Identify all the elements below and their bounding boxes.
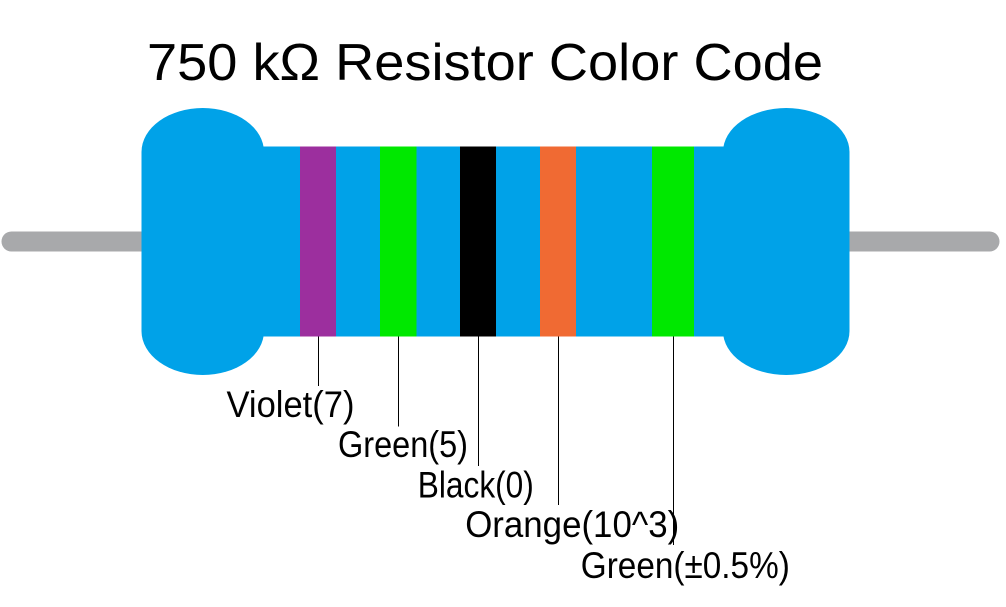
svg-text:Green(±0.5%): Green(±0.5%) <box>581 545 790 586</box>
svg-text:Black(0): Black(0) <box>418 465 534 506</box>
svg-text:Violet(7): Violet(7) <box>227 384 355 425</box>
svg-text:750 kΩ Resistor Color Code: 750 kΩ Resistor Color Code <box>147 34 823 92</box>
svg-text:Green(5): Green(5) <box>338 424 468 465</box>
svg-text:Orange(10^3): Orange(10^3) <box>465 504 679 545</box>
